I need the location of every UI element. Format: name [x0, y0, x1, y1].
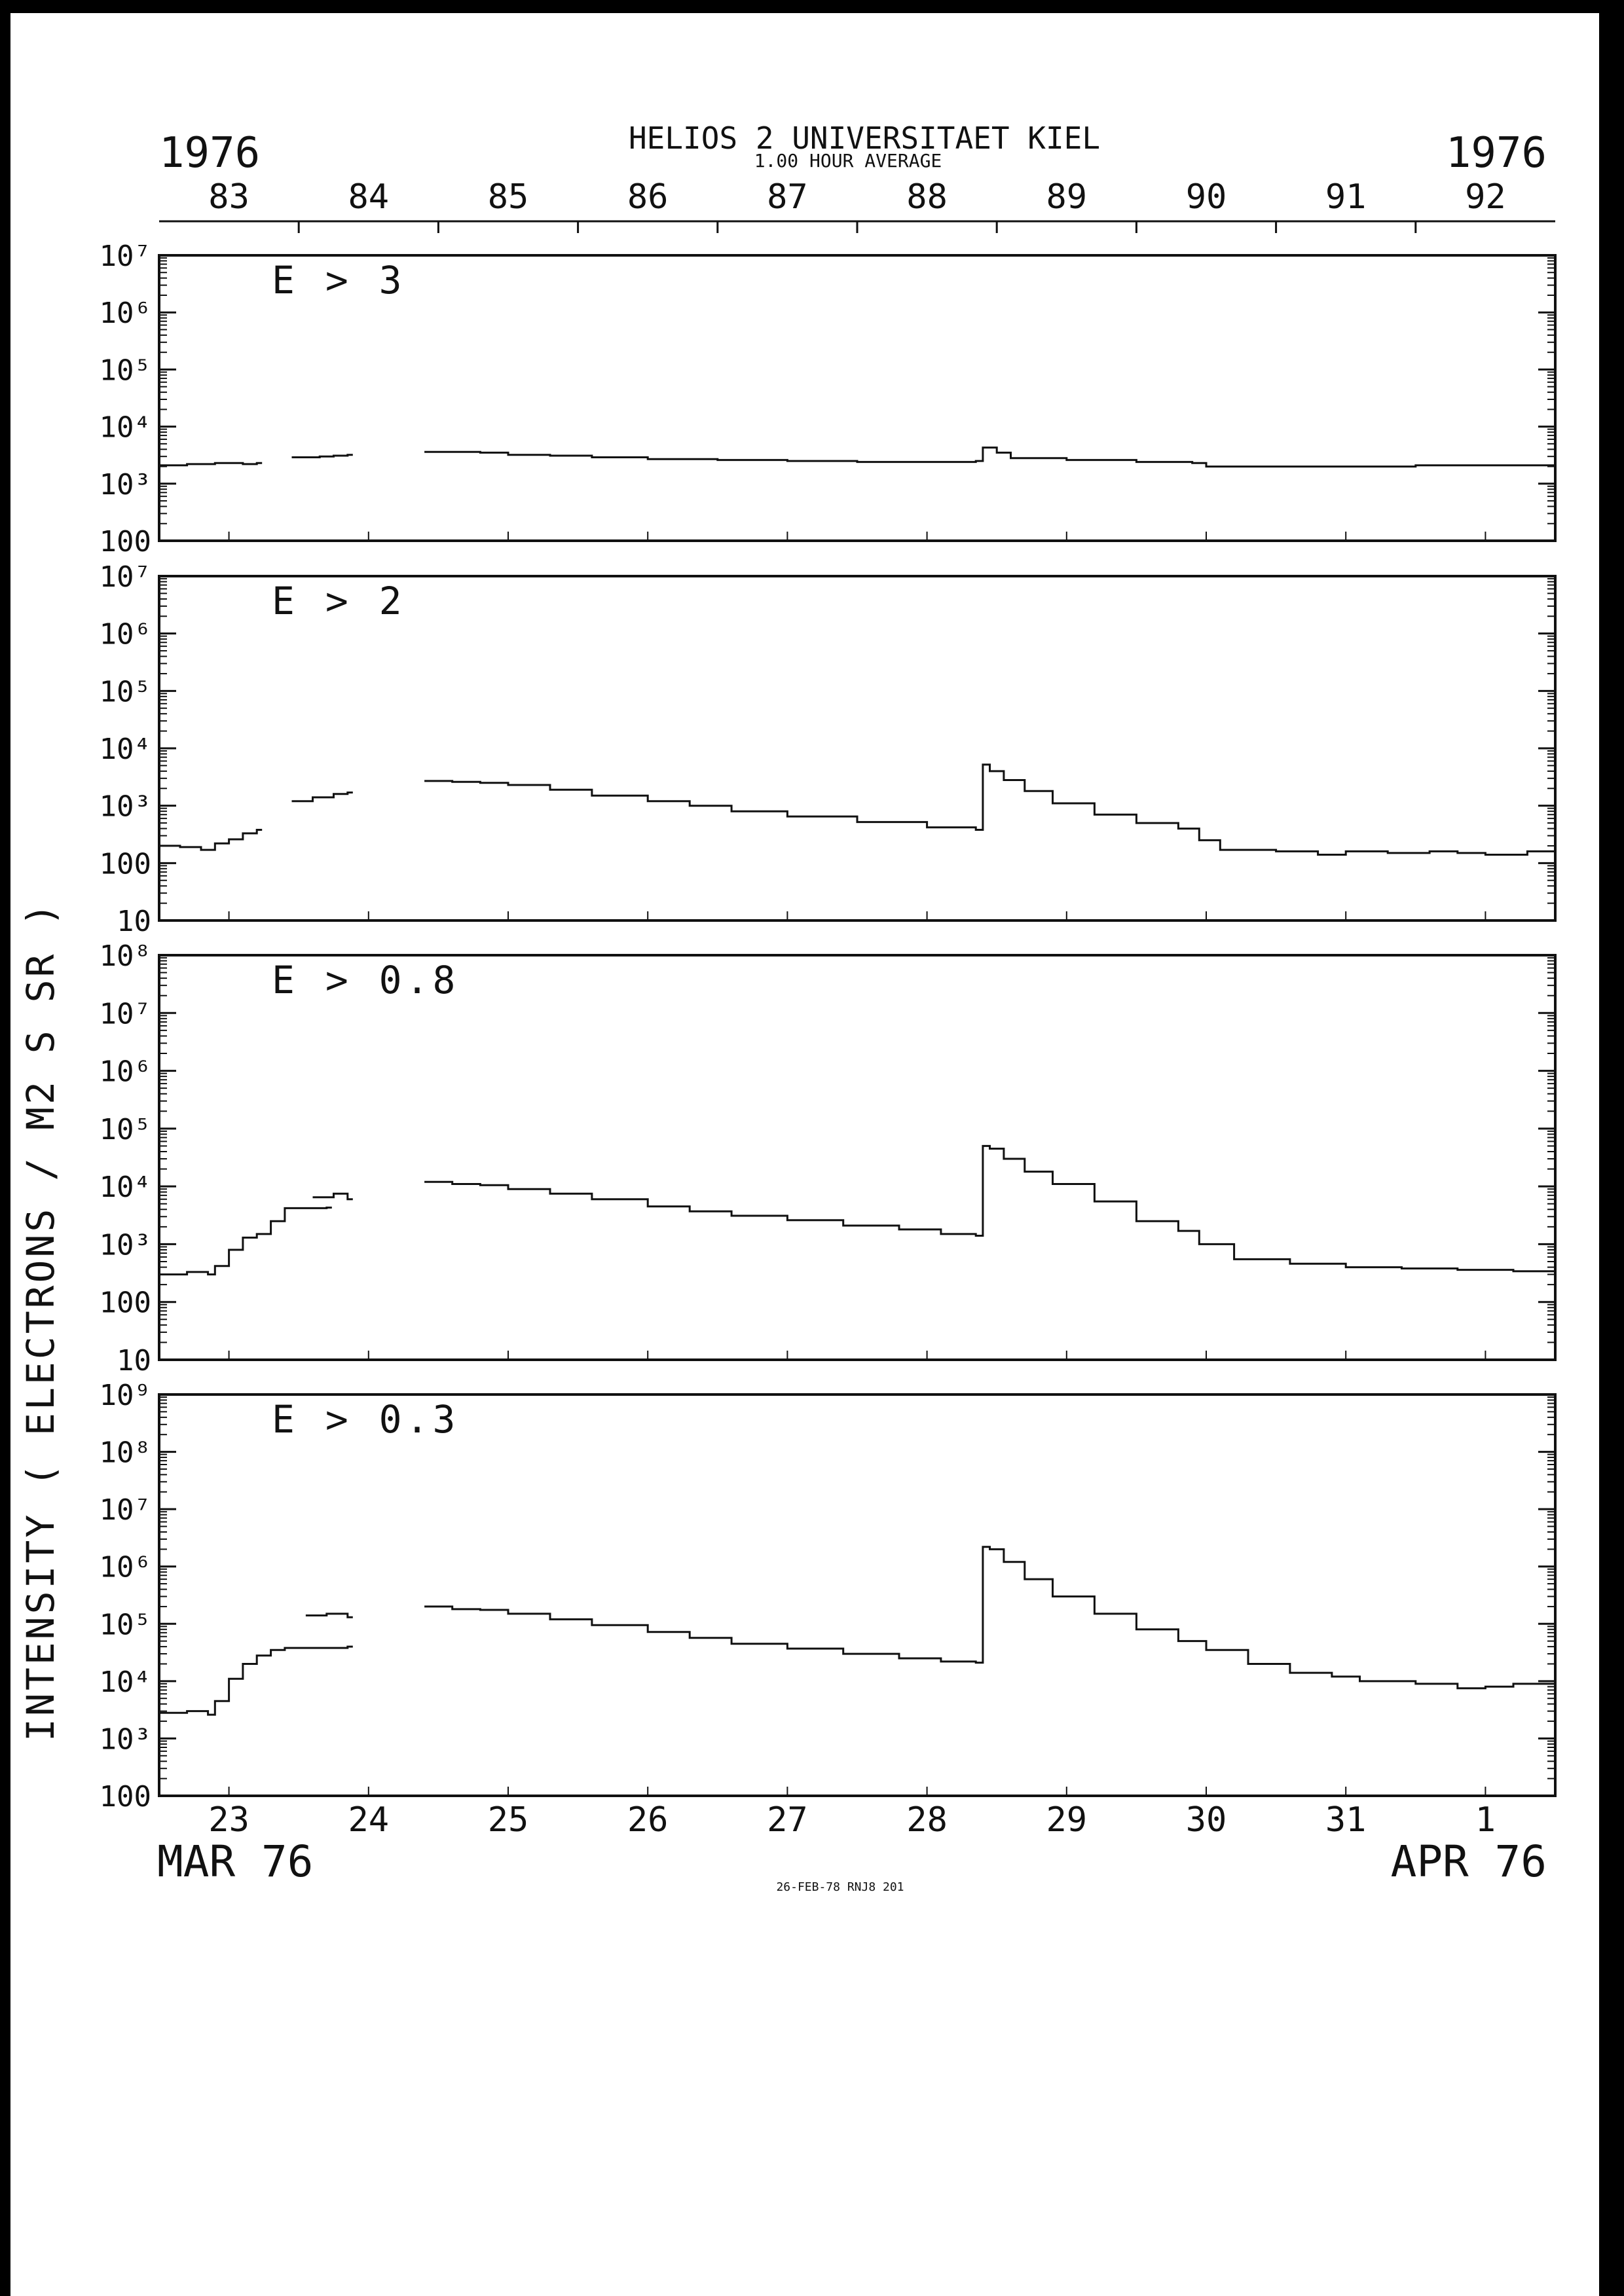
panel-energy-label: E > 3 [272, 258, 406, 302]
y-tick-label: 100 [100, 525, 151, 558]
top-axis-doy-ticks: 83 84 85 86 87 88 89 90 91 92 [159, 177, 1555, 233]
top-tick-label: 84 [348, 177, 389, 217]
y-tick-label: 10 [117, 905, 151, 938]
y-tick-label: 10⁶ [100, 297, 151, 330]
series-step-line [159, 462, 263, 467]
panel-4: 100 10³ 10⁴ 10⁵ 10⁶ 10⁷ 10⁸ 10⁹ E > 0.3 [100, 1379, 1557, 1813]
top-tick-label: 87 [767, 177, 808, 217]
y-tick-label: 10⁷ [100, 1493, 151, 1527]
top-tick-label: 85 [488, 177, 529, 217]
panel-1: 100 10³ 10⁴ 10⁵ 10⁶ 10⁷ E > 3 [100, 240, 1557, 558]
top-tick-label: 88 [906, 177, 948, 217]
bottom-axis-date-ticks: 23 24 25 26 27 28 29 30 31 1 [208, 1800, 1496, 1840]
series-step-line [424, 1144, 1557, 1273]
bottom-tick-label: 27 [767, 1800, 808, 1840]
panel-energy-label: E > 2 [272, 579, 406, 623]
bottom-tick-label: 25 [488, 1800, 529, 1840]
series-step-line [291, 454, 353, 458]
chart-title: HELIOS 2 UNIVERSITAET KIEL [629, 120, 1100, 156]
chart-subtitle: 1.00 HOUR AVERAGE [754, 150, 942, 172]
top-tick-label: 90 [1186, 177, 1227, 217]
year-right: 1976 [1446, 129, 1547, 177]
panel-frame [158, 1393, 1557, 1797]
print-stamp: 26-FEB-78 RNJ8 201 [776, 1880, 904, 1894]
y-tick-label: 100 [100, 847, 151, 881]
month-left: MAR 76 [157, 1836, 313, 1887]
bottom-tick-label: 23 [208, 1800, 249, 1840]
top-tick-label: 91 [1325, 177, 1367, 217]
y-tick-label: 10⁴ [100, 733, 151, 766]
series-step-line [424, 763, 1557, 856]
series-step-line [312, 1192, 353, 1201]
y-tick-label: 10⁷ [100, 560, 151, 594]
top-tick-label: 86 [627, 177, 669, 217]
y-tick-label: 100 [100, 1780, 151, 1813]
series-step-line [424, 446, 1555, 468]
series-step-line [424, 1546, 1557, 1690]
panel-energy-label: E > 0.3 [272, 1397, 459, 1442]
bottom-tick-label: 1 [1475, 1800, 1496, 1840]
y-tick-label: 10³ [100, 1722, 151, 1756]
panel-energy-label: E > 0.8 [272, 958, 459, 1002]
y-tick-label: 10⁹ [100, 1379, 151, 1412]
top-tick-label: 83 [208, 177, 249, 217]
y-tick-label: 10 [117, 1344, 151, 1377]
y-tick-label: 10⁶ [100, 618, 151, 651]
top-tick-label: 89 [1046, 177, 1087, 217]
y-tick-label: 10⁵ [100, 675, 151, 708]
y-tick-label: 10³ [100, 1228, 151, 1262]
y-tick-label: 10⁵ [100, 1608, 151, 1641]
panel-3: 10 100 10³ 10⁴ 10⁵ 10⁶ 10⁷ 10⁸ E > 0.8 [100, 939, 1557, 1377]
y-tick-label: 10³ [100, 790, 151, 824]
series-step-line [305, 1613, 353, 1618]
y-tick-label: 10⁷ [100, 997, 151, 1030]
y-axis-label: INTENSITY ( ELECTRONS / M2 S SR ) [18, 901, 63, 1741]
series-step-line [291, 792, 353, 803]
y-tick-label: 10⁴ [100, 411, 151, 445]
y-tick-label: 10⁴ [100, 1666, 151, 1699]
bottom-tick-label: 26 [627, 1800, 669, 1840]
y-tick-label: 10⁵ [100, 1113, 151, 1146]
bottom-tick-label: 28 [906, 1800, 948, 1840]
paper [10, 13, 1599, 2296]
top-tick-label: 92 [1465, 177, 1506, 217]
panel-frame [158, 254, 1557, 542]
y-tick-label: 10⁵ [100, 354, 151, 387]
month-right: APR 76 [1391, 1836, 1547, 1887]
series-step-line [159, 1207, 332, 1276]
chart-panels: 100 10³ 10⁴ 10⁵ 10⁶ 10⁷ E > 3 10 100 10³ 10⁴ 10⁵ 10⁶… [100, 240, 1557, 1813]
y-tick-label: 10⁷ [100, 240, 151, 273]
panel-2: 10 100 10³ 10⁴ 10⁵ 10⁶ 10⁷ E > 2 [100, 560, 1557, 938]
series-step-line [159, 829, 263, 851]
panel-frame [158, 954, 1557, 1361]
bottom-tick-label: 29 [1046, 1800, 1087, 1840]
year-left: 1976 [159, 129, 260, 177]
y-tick-label: 10⁸ [100, 939, 151, 973]
y-tick-label: 100 [100, 1286, 151, 1320]
y-tick-label: 10⁸ [100, 1436, 151, 1470]
bottom-tick-label: 30 [1186, 1800, 1227, 1840]
y-tick-label: 10⁶ [100, 1551, 151, 1584]
y-tick-label: 10⁶ [100, 1055, 151, 1089]
series-step-line [159, 1645, 353, 1716]
y-tick-label: 10⁴ [100, 1171, 151, 1204]
y-tick-label: 10³ [100, 468, 151, 501]
bottom-tick-label: 31 [1325, 1800, 1367, 1840]
bottom-tick-label: 24 [348, 1800, 389, 1840]
